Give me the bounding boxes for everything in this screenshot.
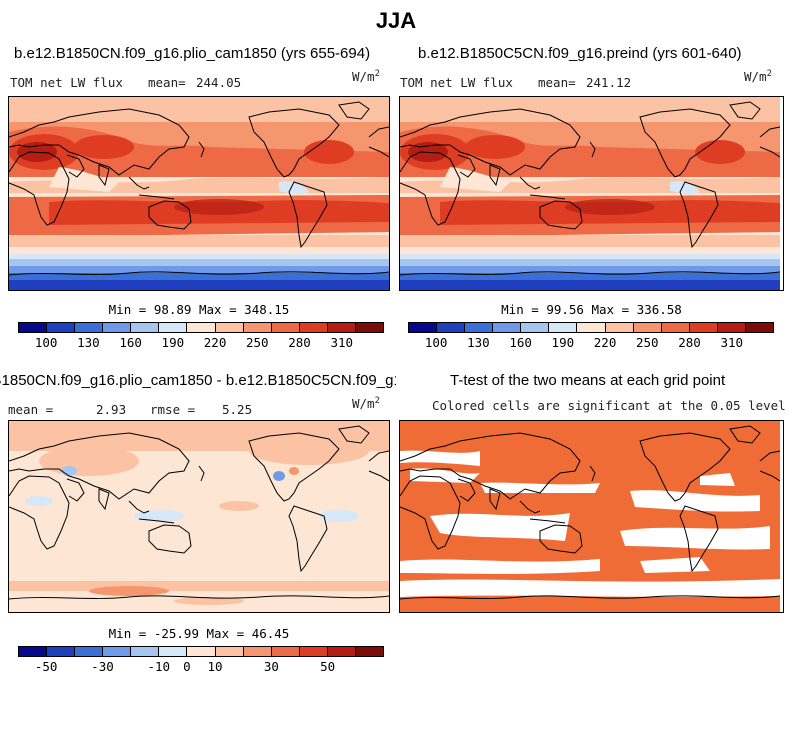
- colorbar-cell: [299, 647, 328, 656]
- colorbar-tick-label: 130: [77, 335, 100, 350]
- colorbar-tick-label: 0: [183, 659, 191, 674]
- colorbar-cell: [19, 323, 48, 332]
- colorbar-cell: [131, 647, 160, 656]
- colorbar-top-right: 100 130 160 190 220 250 280 310: [408, 322, 774, 351]
- variable-label-right: TOM net LW flux: [400, 75, 513, 90]
- case-title-left: b.e12.B1850CN.f09_g16.plio_cam1850 (yrs …: [14, 45, 371, 62]
- colorbar-cell: [521, 323, 550, 332]
- colorbar-tick-label: -10: [147, 659, 171, 674]
- colorbar-ticks: -50 -30 -10 0 10 30 50: [18, 659, 384, 675]
- colorbar-tick-label: 100: [424, 335, 448, 350]
- colorbar-cell: [717, 323, 746, 332]
- colorbar-cells: [18, 646, 384, 657]
- colorbar-cell: [215, 647, 244, 656]
- minmax-right: Min = 99.56 Max = 336.58: [501, 302, 682, 317]
- colorbar-tick-label: 160: [509, 335, 532, 350]
- colorbar-tick-label: 310: [720, 335, 744, 350]
- colorbar-top-left: 100 130 160 190 220 250 280 310: [18, 322, 384, 351]
- map-top-left: [8, 96, 390, 291]
- colorbar-tick-label: -50: [34, 659, 58, 674]
- mean-value-left: 244.05: [196, 75, 242, 90]
- colorbar-tick-label: 50: [320, 659, 336, 674]
- colorbar-tick-label: 220: [203, 335, 227, 350]
- colorbar-cell: [327, 323, 356, 332]
- colorbar-cell: [689, 323, 718, 332]
- colorbar-cell: [745, 323, 774, 332]
- colorbar-cell: [47, 323, 76, 332]
- colorbar-cell: [75, 647, 104, 656]
- ttest-subtitle: Colored cells are significant at the 0.0…: [432, 398, 786, 413]
- colorbar-tick-label: 190: [161, 335, 185, 350]
- colorbar-cell: [47, 647, 76, 656]
- colorbar-tick-label: 310: [330, 335, 354, 350]
- colorbar-cell: [103, 323, 132, 332]
- colorbar-cell: [299, 323, 328, 332]
- case-title-diff: b.e12.B1850CN.f09_g16.plio_cam1850 - b.e…: [0, 372, 396, 389]
- colorbar-cell: [243, 323, 272, 332]
- colorbar-cell: [549, 323, 578, 332]
- colorbar-tick-label: 130: [467, 335, 490, 350]
- rmse-label-diff: rmse =: [150, 402, 196, 417]
- colorbar-cell: [187, 647, 216, 656]
- colorbar-cell: [661, 323, 690, 332]
- colorbar-cell: [465, 323, 494, 332]
- colorbar-tick-label: 280: [678, 335, 701, 350]
- colorbar-tick-label: 10: [207, 659, 223, 674]
- colorbar-difference: -50 -30 -10 0 10 30 50: [18, 646, 384, 675]
- case-title-right: b.e12.B1850C5CN.f09_g16.preind (yrs 601-…: [418, 45, 742, 62]
- colorbar-cell: [271, 323, 300, 332]
- page-title: JJA: [375, 8, 417, 33]
- colorbar-tick-label: 160: [119, 335, 142, 350]
- colorbar-cell: [159, 323, 188, 332]
- minmax-left: Min = 98.89 Max = 348.15: [108, 302, 290, 317]
- units-left: W/m2: [352, 69, 380, 85]
- colorbar-cell: [75, 323, 104, 332]
- colorbar-ticks: 100 130 160 190 220 250 280 310: [18, 335, 384, 351]
- mean-label-left: mean=: [148, 75, 186, 90]
- map-top-right: [399, 96, 784, 291]
- colorbar-cell: [633, 323, 662, 332]
- colorbar-ticks: 100 130 160 190 220 250 280 310: [408, 335, 774, 351]
- colorbar-tick-label: 250: [246, 335, 269, 350]
- colorbar-cell: [355, 323, 384, 332]
- map-difference: [8, 420, 390, 613]
- colorbar-tick-label: 220: [593, 335, 617, 350]
- mean-label-right: mean=: [538, 75, 576, 90]
- colorbar-cells: [408, 322, 774, 333]
- colorbar-cell: [409, 323, 438, 332]
- units-diff: W/m2: [352, 396, 380, 412]
- ttest-title: T-test of the two means at each grid poi…: [450, 372, 726, 389]
- mean-value-diff: 2.93: [96, 402, 127, 417]
- colorbar-cell: [131, 323, 160, 332]
- colorbar-tick-label: 30: [263, 659, 279, 674]
- mean-value-right: 241.12: [586, 75, 632, 90]
- colorbar-cell: [159, 647, 188, 656]
- colorbar-cell: [577, 323, 606, 332]
- minmax-diff: Min = -25.99 Max = 46.45: [108, 626, 290, 641]
- colorbar-cell: [493, 323, 522, 332]
- colorbar-cell: [327, 647, 356, 656]
- colorbar-cell: [19, 647, 48, 656]
- colorbar-tick-label: 280: [288, 335, 311, 350]
- colorbar-cell: [437, 323, 466, 332]
- colorbar-tick-label: 100: [34, 335, 58, 350]
- colorbar-cell: [271, 647, 300, 656]
- variable-label-left: TOM net LW flux: [10, 75, 123, 90]
- map-significance: [399, 420, 784, 613]
- colorbar-cell: [355, 647, 384, 656]
- colorbar-cell: [243, 647, 272, 656]
- rmse-value-diff: 5.25: [222, 402, 253, 417]
- colorbar-cell: [605, 323, 634, 332]
- colorbar-tick-label: -30: [91, 659, 114, 674]
- colorbar-cells: [18, 322, 384, 333]
- colorbar-cell: [215, 323, 244, 332]
- colorbar-cell: [187, 323, 216, 332]
- colorbar-tick-label: 250: [636, 335, 659, 350]
- units-right: W/m2: [744, 69, 772, 85]
- colorbar-cell: [103, 647, 132, 656]
- mean-label-diff: mean =: [8, 402, 54, 417]
- case-title-diff-clip: b.e12.B1850CN.f09_g16.plio_cam1850 - b.e…: [0, 370, 396, 392]
- colorbar-tick-label: 190: [551, 335, 575, 350]
